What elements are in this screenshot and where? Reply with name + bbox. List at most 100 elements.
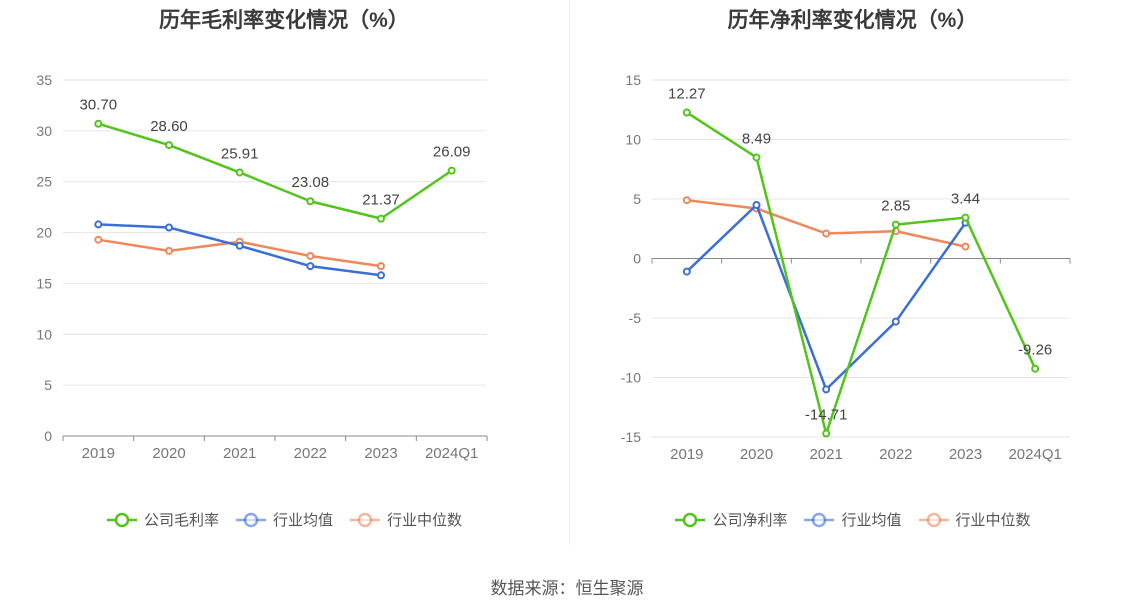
legend-item[interactable]: 行业中位数 (918, 509, 1031, 530)
legend-item[interactable]: 行业均值 (803, 509, 902, 530)
net-margin-chart: 历年净利率变化情况（%） -15 -10 -5 0 5 10 15 2019 2020 2021 2… (571, 0, 1134, 560)
data-point (752, 200, 761, 209)
y-tick-label: 0 (633, 251, 641, 267)
series-line (686, 111, 1037, 435)
data-label: 30.70 (80, 97, 118, 114)
y-tick-label: 15 (36, 275, 52, 291)
y-tick-label: 10 (625, 132, 641, 148)
legend-swatch-icon (350, 512, 380, 527)
legend-label: 公司净利率 (712, 512, 788, 529)
data-point (682, 267, 691, 276)
gross-margin-legend: 公司毛利率 行业均值 行业中位数 (0, 509, 568, 530)
legend-marker (926, 512, 941, 527)
data-point (306, 197, 315, 206)
x-tick-label: 2019 (670, 446, 703, 463)
data-point (377, 271, 385, 280)
data-point (822, 429, 831, 438)
legend-swatch-icon (918, 512, 949, 527)
data-point (682, 196, 691, 205)
legend-swatch-icon (804, 512, 835, 527)
y-tick-label: -15 (621, 429, 641, 445)
legend-swatch-icon (235, 512, 266, 527)
data-label: 3.44 (951, 191, 980, 208)
data-label: -9.26 (1018, 342, 1052, 359)
x-tick-label: 2020 (152, 445, 185, 462)
data-point (1031, 364, 1040, 373)
panel-divider (569, 0, 570, 545)
data-label: 28.60 (150, 118, 188, 135)
x-tick-label: 2020 (740, 446, 773, 463)
gross-margin-chart: 历年毛利率变化情况（%） 0 5 10 15 20 25 30 35 2019 2020 2021 2… (0, 0, 568, 560)
data-label: 12.27 (668, 85, 706, 102)
legend-label: 行业均值 (272, 512, 333, 529)
series-line (686, 198, 966, 248)
data-label: -14.71 (805, 407, 848, 424)
legend-label: 行业均值 (841, 512, 902, 529)
net-margin-legend: 公司净利率 行业均值 行业中位数 (571, 509, 1134, 530)
data-point (891, 317, 900, 326)
y-tick-label: -10 (621, 370, 641, 386)
data-point (682, 108, 691, 117)
x-tick-label: 2023 (364, 445, 397, 462)
x-tick-label: 2024Q1 (425, 445, 478, 462)
legend-label: 公司毛利率 (143, 512, 219, 529)
legend-item[interactable]: 行业中位数 (349, 509, 462, 530)
y-tick-label: 15 (625, 72, 641, 88)
series-line (98, 223, 382, 277)
x-tick-label: 2023 (949, 446, 982, 463)
chart-title: 历年净利率变化情况（%） (727, 9, 978, 32)
y-tick-label: 35 (36, 72, 52, 88)
x-tick-label: 2019 (82, 445, 115, 462)
legend-item[interactable]: 行业均值 (235, 509, 333, 530)
y-tick-label: 20 (36, 225, 52, 241)
legend-marker (683, 512, 698, 527)
data-point (235, 241, 244, 250)
data-point (377, 214, 385, 223)
data-point (752, 153, 761, 162)
data-point (822, 229, 831, 238)
data-point (165, 223, 173, 232)
x-tick-label: 2021 (809, 446, 842, 463)
net-margin-plot: -15 -10 -5 0 5 10 15 2019 2020 2021 2022 2023 2024Q1… (621, 72, 1071, 463)
data-point (961, 242, 970, 251)
chart-title: 历年毛利率变化情况（%） (159, 9, 409, 32)
x-tick-label: 2021 (223, 445, 256, 462)
legend-marker (812, 512, 827, 527)
y-tick-label: 30 (36, 123, 52, 139)
data-point (822, 385, 831, 394)
data-label: 8.49 (742, 130, 771, 147)
data-point (94, 235, 103, 244)
legend-marker (114, 512, 130, 527)
data-point (447, 166, 456, 175)
data-point (961, 213, 970, 222)
data-label: 25.91 (221, 145, 259, 162)
y-tick-label: 10 (36, 326, 52, 342)
data-label: 26.09 (433, 144, 471, 161)
series-line (97, 122, 453, 220)
data-point (306, 251, 315, 260)
x-tick-label: 2022 (294, 445, 327, 462)
data-point (306, 262, 315, 271)
data-point (377, 262, 385, 271)
legend-label: 行业中位数 (955, 512, 1031, 529)
data-point (165, 246, 173, 255)
legend-label: 行业中位数 (387, 512, 463, 529)
data-point (891, 220, 900, 229)
data-source: 数据来源：恒生聚源 (490, 579, 644, 598)
y-tick-label: 5 (44, 377, 52, 393)
legend-item[interactable]: 公司净利率 (674, 509, 787, 530)
data-point (235, 168, 244, 177)
y-tick-label: 0 (44, 428, 52, 444)
data-point (94, 119, 103, 128)
data-label: 21.37 (362, 192, 400, 209)
y-tick-label: 25 (36, 174, 52, 190)
data-label: 2.85 (881, 198, 910, 215)
data-label: 23.08 (292, 174, 330, 191)
y-tick-label: -5 (629, 310, 642, 326)
y-tick-label: 5 (633, 191, 641, 207)
legend-swatch-icon (106, 512, 137, 527)
legend-marker (357, 512, 373, 527)
data-point (165, 141, 173, 150)
x-tick-label: 2022 (879, 446, 912, 463)
legend-item[interactable]: 公司毛利率 (106, 509, 219, 530)
